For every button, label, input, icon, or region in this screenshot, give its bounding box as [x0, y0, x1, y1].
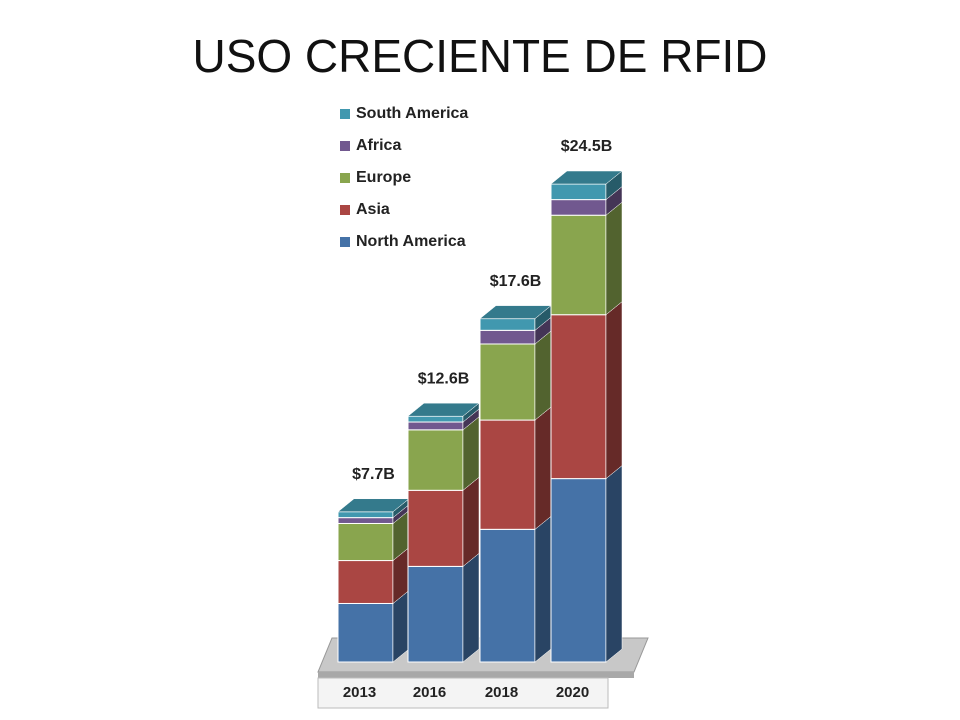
bar-front — [407, 421, 464, 431]
slide-title: USO CRECIENTE DE RFID — [192, 30, 767, 82]
bar-front — [550, 214, 607, 316]
legend-swatch — [340, 109, 350, 119]
legend-swatch — [340, 141, 350, 151]
bar-side — [534, 330, 552, 421]
bar-segment — [479, 316, 552, 345]
bar-side — [462, 552, 480, 663]
bar-front — [550, 314, 607, 480]
legend-swatch — [340, 205, 350, 215]
total-label: $12.6B — [418, 370, 470, 387]
bar-segment — [479, 515, 552, 663]
bar-front — [479, 528, 536, 663]
x-tick-label: 2013 — [343, 684, 376, 701]
legend-swatch — [340, 237, 350, 247]
bar-side — [534, 406, 552, 530]
total-label: $24.5B — [561, 138, 613, 155]
bar-side — [605, 201, 623, 316]
bar-segment — [407, 552, 480, 663]
bar-front — [407, 415, 464, 423]
category-strip — [317, 677, 609, 709]
bar-segment — [479, 406, 552, 530]
bar-segment — [337, 589, 410, 663]
x-tick-label: 2016 — [413, 684, 446, 701]
bar-front — [479, 343, 536, 421]
bar-top — [407, 402, 480, 417]
bar-segment — [337, 509, 410, 562]
bar-side — [605, 301, 623, 480]
bar-front — [407, 489, 464, 567]
bar-segment — [407, 476, 480, 567]
bar-front — [337, 522, 394, 562]
bar-front — [550, 199, 607, 216]
bar-segment — [407, 402, 480, 423]
bar-side — [605, 465, 623, 663]
bar-top — [550, 170, 623, 185]
bar-front — [337, 517, 394, 524]
legend-label: South America — [356, 105, 468, 122]
bar-front — [550, 478, 607, 663]
bar-front — [479, 419, 536, 530]
bar-segment — [550, 301, 623, 480]
total-label: $7.7B — [352, 466, 395, 483]
bar-front — [479, 318, 536, 331]
bar-front — [479, 329, 536, 345]
bar-segment — [550, 170, 623, 201]
legend-label: North America — [356, 233, 466, 250]
x-tick-label: 2018 — [485, 684, 518, 701]
bar-front — [550, 183, 607, 201]
bar-front — [407, 565, 464, 663]
legend-label: Africa — [356, 137, 401, 154]
legend-label: Asia — [356, 201, 390, 218]
bar-segment — [407, 416, 480, 491]
bar-front — [337, 602, 394, 663]
bar-segment — [337, 547, 410, 604]
bar-segment — [479, 330, 552, 421]
legend-swatch — [340, 173, 350, 183]
floor-edge — [318, 672, 634, 678]
legend-label: Europe — [356, 169, 411, 186]
x-tick-label: 2020 — [556, 684, 589, 701]
bar-side — [534, 515, 552, 663]
bar-segment — [337, 498, 410, 519]
bar-side — [462, 476, 480, 567]
bar-segment — [550, 186, 623, 216]
bar-segment — [479, 305, 552, 331]
bar-front — [337, 560, 394, 604]
bar-segment — [550, 465, 623, 663]
bar-front — [407, 429, 464, 491]
total-label: $17.6B — [490, 273, 542, 290]
bar-segment — [550, 201, 623, 316]
bar-front — [337, 511, 394, 519]
